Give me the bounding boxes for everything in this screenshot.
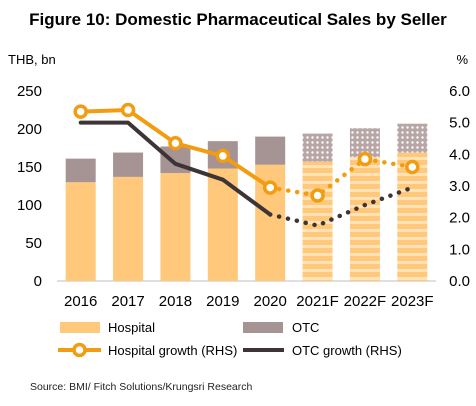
y-right-tick-label: 5.0 [449,115,470,132]
x-tick-label: 2020 [254,293,287,310]
legend-label: OTC growth (RHS) [292,343,402,358]
left-axis-unit-label: THB, bn [8,52,56,67]
y-left-tick-label: 100 [17,197,42,214]
x-tick-label: 2016 [64,293,97,310]
bar-otc [65,158,96,183]
bar-hospital [65,182,96,281]
y-left-tick-label: 0 [34,273,42,290]
legend-swatch-hospital [60,322,100,333]
hospital-growth-point [73,104,88,119]
hospital-growth-line-forecast [267,156,415,198]
hospital-growth-point [215,148,231,164]
x-tick-label: 2019 [206,293,239,310]
hospital-growth-point [357,151,373,167]
x-tick-label: 2021F [296,293,339,310]
bar-otc [255,136,286,165]
y-left-tick-label: 250 [17,83,42,100]
bar-hospital [160,173,191,281]
x-tick-label: 2018 [159,293,192,310]
x-tick-label: 2023F [391,293,434,310]
y-left-tick-label: 50 [25,235,42,252]
legend-label: Hospital growth (RHS) [108,343,237,358]
y-left-tick-label: 150 [17,159,42,176]
hospital-growth-point [168,136,183,151]
legend-marker-hospital-growth [72,342,87,358]
y-right-tick-label: 1.0 [449,241,470,258]
hospital-growth-point [262,180,278,195]
otc-growth-line-forecast [267,185,415,228]
bar-otc [113,152,144,177]
otc-growth-line-actual [78,120,273,217]
y-right-tick-label: 4.0 [449,146,470,163]
x-tick-label: 2017 [111,293,144,310]
y-right-tick-label: 6.0 [449,83,470,100]
bar-hospital [302,161,333,281]
bar-otc [302,133,333,162]
y-right-tick-label: 0.0 [449,273,470,290]
bar-hospital [113,176,144,281]
bar-otc [397,123,428,153]
legend-label: Hospital [108,320,155,335]
hospital-growth-point [310,188,325,203]
chart-title: Figure 10: Domestic Pharmaceutical Sales… [29,10,447,29]
y-right-tick-label: 3.0 [449,178,470,195]
legend-label: OTC [292,320,319,335]
bar-hospital [349,157,380,281]
x-tick-label: 2022F [344,293,387,310]
hospital-growth-point [405,159,420,175]
y-right-tick-label: 2.0 [449,210,470,227]
right-axis-unit-label: % [456,52,468,67]
hospital-growth-point [120,102,136,118]
y-left-tick-label: 200 [17,121,42,138]
legend-swatch-otc [243,322,283,333]
source-note: Source: BMI/ Fitch Solutions/Krungsri Re… [30,381,253,393]
